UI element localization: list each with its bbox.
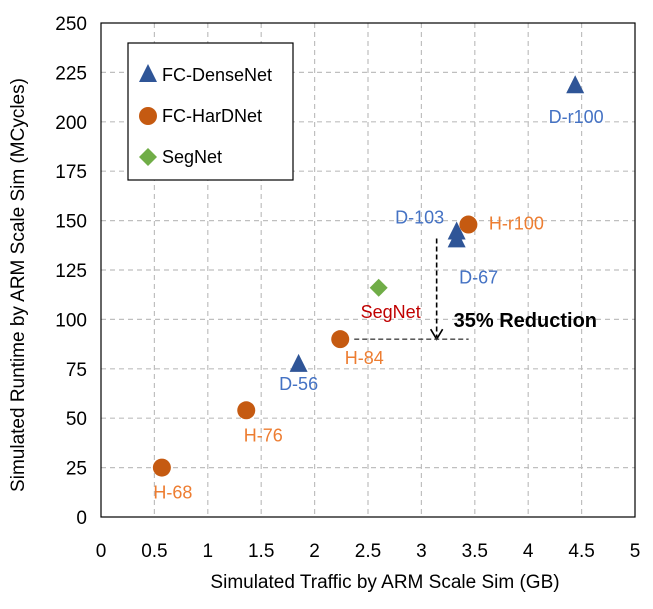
y-axis-title: Simulated Runtime by ARM Scale Sim (MCyc… xyxy=(8,78,29,492)
data-point-h-r100 xyxy=(459,215,478,234)
grid-lines xyxy=(101,23,635,517)
y-tick-label: 125 xyxy=(55,261,87,282)
legend-marker-fc-hardnet xyxy=(139,107,157,125)
y-tick-label: 75 xyxy=(66,360,87,381)
data-point-d-56 xyxy=(289,353,308,372)
point-label-d-r100: D-r100 xyxy=(549,107,604,127)
x-tick-label: 1.5 xyxy=(248,541,274,562)
y-tick-label: 150 xyxy=(55,212,87,233)
x-tick-label: 4 xyxy=(523,541,534,562)
reduction-annotation-text: 35% Reduction xyxy=(454,310,597,332)
point-label-h-76: H-76 xyxy=(244,425,283,445)
point-label-d-103: D-103 xyxy=(395,207,444,227)
plot-area-frame xyxy=(100,22,636,518)
x-tick-label: 2.5 xyxy=(355,541,381,562)
data-points xyxy=(152,75,585,477)
y-tick-label: 25 xyxy=(66,459,87,480)
y-tick-label: 250 xyxy=(55,14,87,35)
legend: FC-DenseNet FC-HarDNet SegNet xyxy=(127,42,294,181)
x-tick-label: 0 xyxy=(96,541,107,562)
legend-marker-fc-densenet xyxy=(139,64,157,82)
y-tick-label: 225 xyxy=(55,63,87,84)
y-tick-label: 200 xyxy=(55,113,87,134)
legend-label-fc-densenet: FC-DenseNet xyxy=(162,65,272,85)
point-label-segnet: SegNet xyxy=(361,302,421,322)
axis-ticks: 0 0.5 1 1.5 2 2.5 3 3.5 4 4.5 50255075100125150175… xyxy=(55,14,640,562)
x-tick-label: 5 xyxy=(630,541,641,562)
x-tick-label: 3 xyxy=(416,541,427,562)
point-label-d-67: D-67 xyxy=(459,267,498,287)
data-point-segnet xyxy=(369,278,388,297)
point-label-h-r100: H-r100 xyxy=(489,214,544,234)
data-point-d-103 xyxy=(447,221,466,240)
x-tick-label: 3.5 xyxy=(462,541,488,562)
data-point-d-r100 xyxy=(566,75,585,94)
reduction-annotation: 35% Reduction xyxy=(354,238,597,341)
y-tick-label: 100 xyxy=(55,310,87,331)
x-tick-label: 1 xyxy=(203,541,214,562)
data-point-h-76 xyxy=(237,401,256,420)
x-axis-title: Simulated Traffic by ARM Scale Sim (GB) xyxy=(210,572,559,593)
y-tick-label: 50 xyxy=(66,409,87,430)
x-tick-label: 4.5 xyxy=(568,541,594,562)
y-tick-label: 0 xyxy=(76,508,87,529)
point-label-h-84: H-84 xyxy=(345,348,384,368)
data-point-h-68 xyxy=(152,458,171,477)
legend-label-fc-hardnet: FC-HarDNet xyxy=(162,106,262,126)
x-tick-label: 0.5 xyxy=(141,541,167,562)
point-label-d-56: D-56 xyxy=(279,374,318,394)
legend-label-segnet: SegNet xyxy=(162,147,222,167)
point-label-h-68: H-68 xyxy=(153,483,192,503)
data-point-labels: D-56 D-67 D-103 D-r100 H-68 H-76 H-84 H-r100 Seg… xyxy=(153,107,603,502)
y-tick-label: 175 xyxy=(55,162,87,183)
x-tick-label: 2 xyxy=(309,541,320,562)
legend-marker-segnet xyxy=(139,148,157,166)
data-point-h-84 xyxy=(331,330,350,349)
